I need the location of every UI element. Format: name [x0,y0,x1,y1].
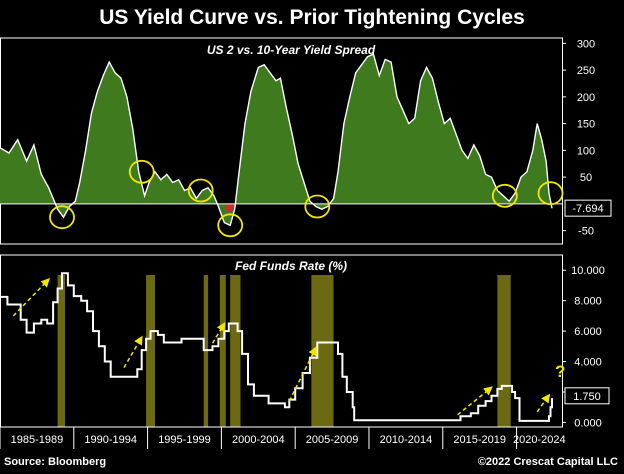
tightening-band-0 [57,275,65,427]
spread-ytick-label: 50 [580,172,592,184]
x-period-label: 1985-1989 [11,434,64,446]
trend-arrow-4 [457,386,493,416]
inversion-circle-4 [304,194,331,219]
fed-ytick-label: 6.000 [574,326,602,338]
x-period-label: 1990-1994 [84,434,137,446]
fed-panel-frame [0,254,563,428]
trend-arrow-1 [123,335,143,369]
tightening-band-1 [146,275,155,427]
trend-arrow-3 [288,346,317,402]
inversion-circle-5 [491,183,518,208]
tightening-band-5 [311,275,334,427]
spread-last-value: -7.694 [572,203,603,215]
trend-arrow-2 [211,321,226,344]
fed-ytick-label: 0.000 [574,417,602,429]
spread-last-value-box [564,199,612,217]
fed-subtitle: Fed Funds Rate (%) [235,259,347,273]
x-axis: 1985-1989 1990-1994 1995-1999 2000-2004 2005… [0,426,566,449]
fed-last-value-box [564,387,610,405]
fed-funds-line [0,272,553,422]
inversion-circle-2 [187,178,214,203]
inversion-circle-6 [537,181,564,206]
inversion-circle-1 [128,159,155,184]
fed-ytick-label: 4.000 [574,357,602,369]
inversion-highlight [225,203,235,212]
x-period-label: 2020-2024 [513,434,566,446]
tightening-band-4 [230,275,241,427]
x-period-label: 1995-1999 [158,434,211,446]
spread-ytick-label: 300 [577,38,595,50]
spread-panel-frame [0,37,563,245]
x-period-label: 2000-2004 [232,434,285,446]
spread-ytick-label: -50 [578,226,594,238]
fed-ytick-label: 8.000 [574,296,602,308]
fed-last-value: 1.750 [573,391,601,403]
x-period-label: 2010-2014 [380,434,433,446]
spread-ytick-label: 150 [577,119,595,131]
tightening-band-6 [497,275,511,427]
tightening-band-3 [219,275,226,427]
inversion-circle-3 [217,213,244,238]
x-period-label: 2015-2019 [453,434,506,446]
trend-arrow-5 [536,393,551,413]
yield-spread-panel: US 2 vs. 10-Year Yield Spread 300 250 200 15… [0,38,612,238]
question-mark: ? [555,362,565,381]
chart-title: US Yield Curve vs. Prior Tightening Cycl… [99,6,525,29]
spread-ytick-label: 100 [577,145,595,157]
spread-line [0,53,553,227]
spread-subtitle: US 2 vs. 10-Year Yield Spread [207,43,376,57]
copyright-label: ©2022 Crescat Capital LLC [477,456,618,468]
inversion-circle-0 [49,205,75,230]
spread-ytick-label: 250 [577,65,595,77]
x-period-label: 2005-2009 [306,434,359,446]
trend-arrow-0 [12,278,50,317]
fed-funds-panel: Fed Funds Rate (%)? 10.000 8.000 6.000 4.000… [0,259,610,429]
fed-ytick-label: 10.000 [571,265,605,277]
source-label: Source: Bloomberg [4,456,107,468]
spread-ytick-label: 200 [577,92,595,104]
